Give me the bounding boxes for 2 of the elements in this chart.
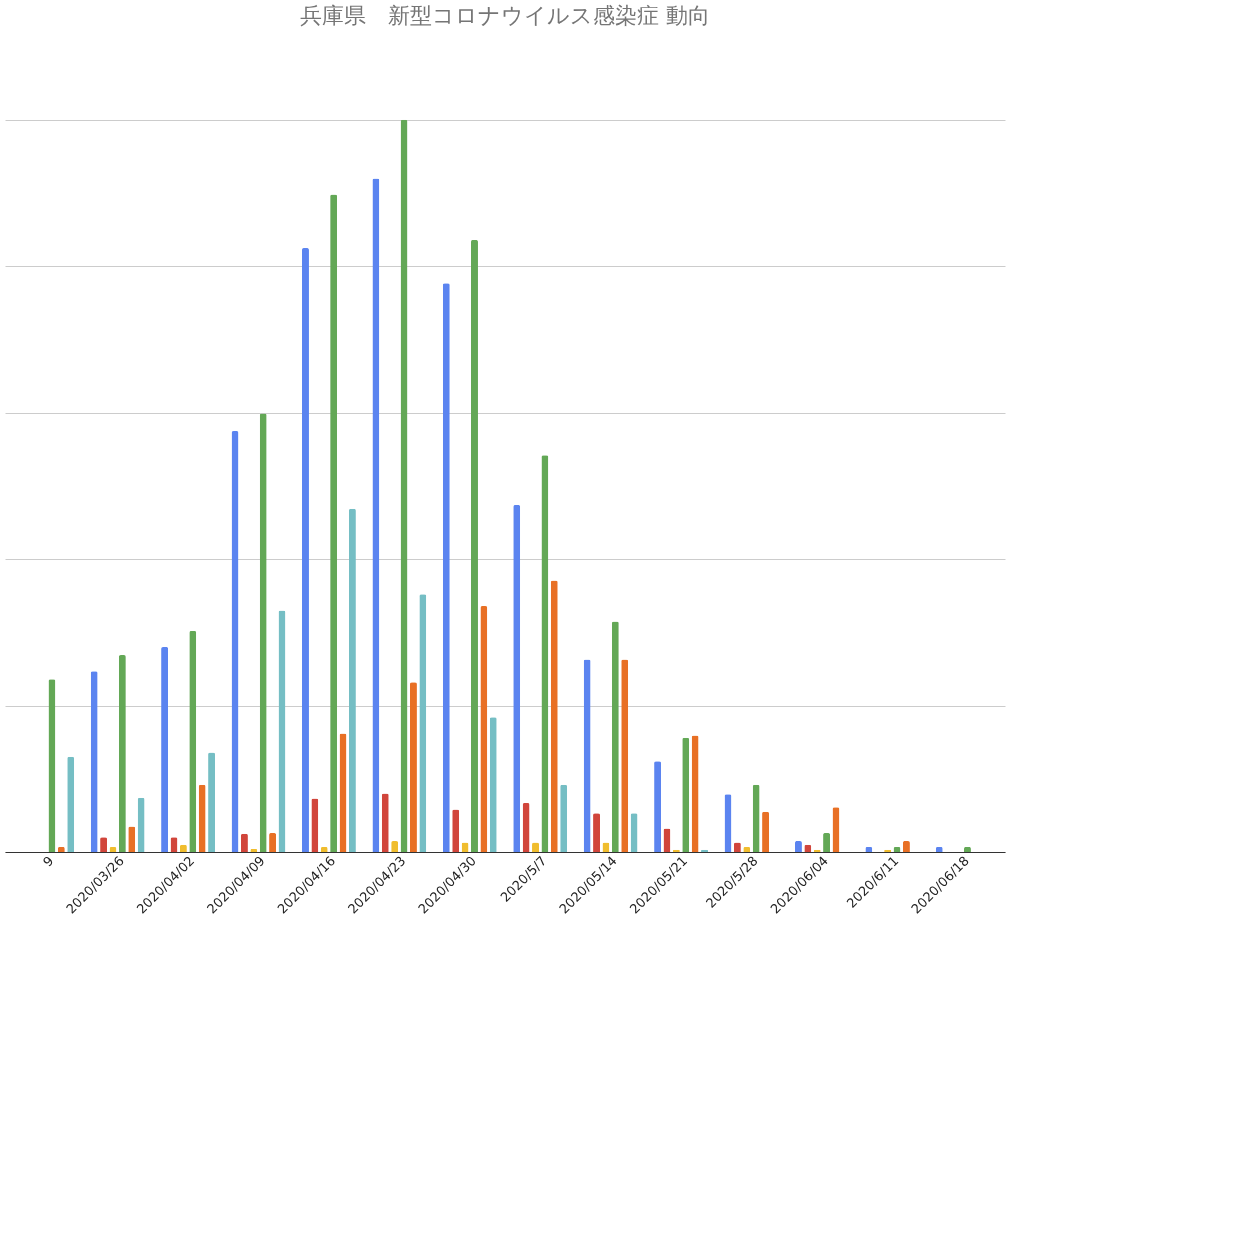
chart-title: 兵庫県 新型コロナウイルス感染症 動向	[300, 3, 710, 28]
x-tick-label: 9	[39, 853, 57, 870]
